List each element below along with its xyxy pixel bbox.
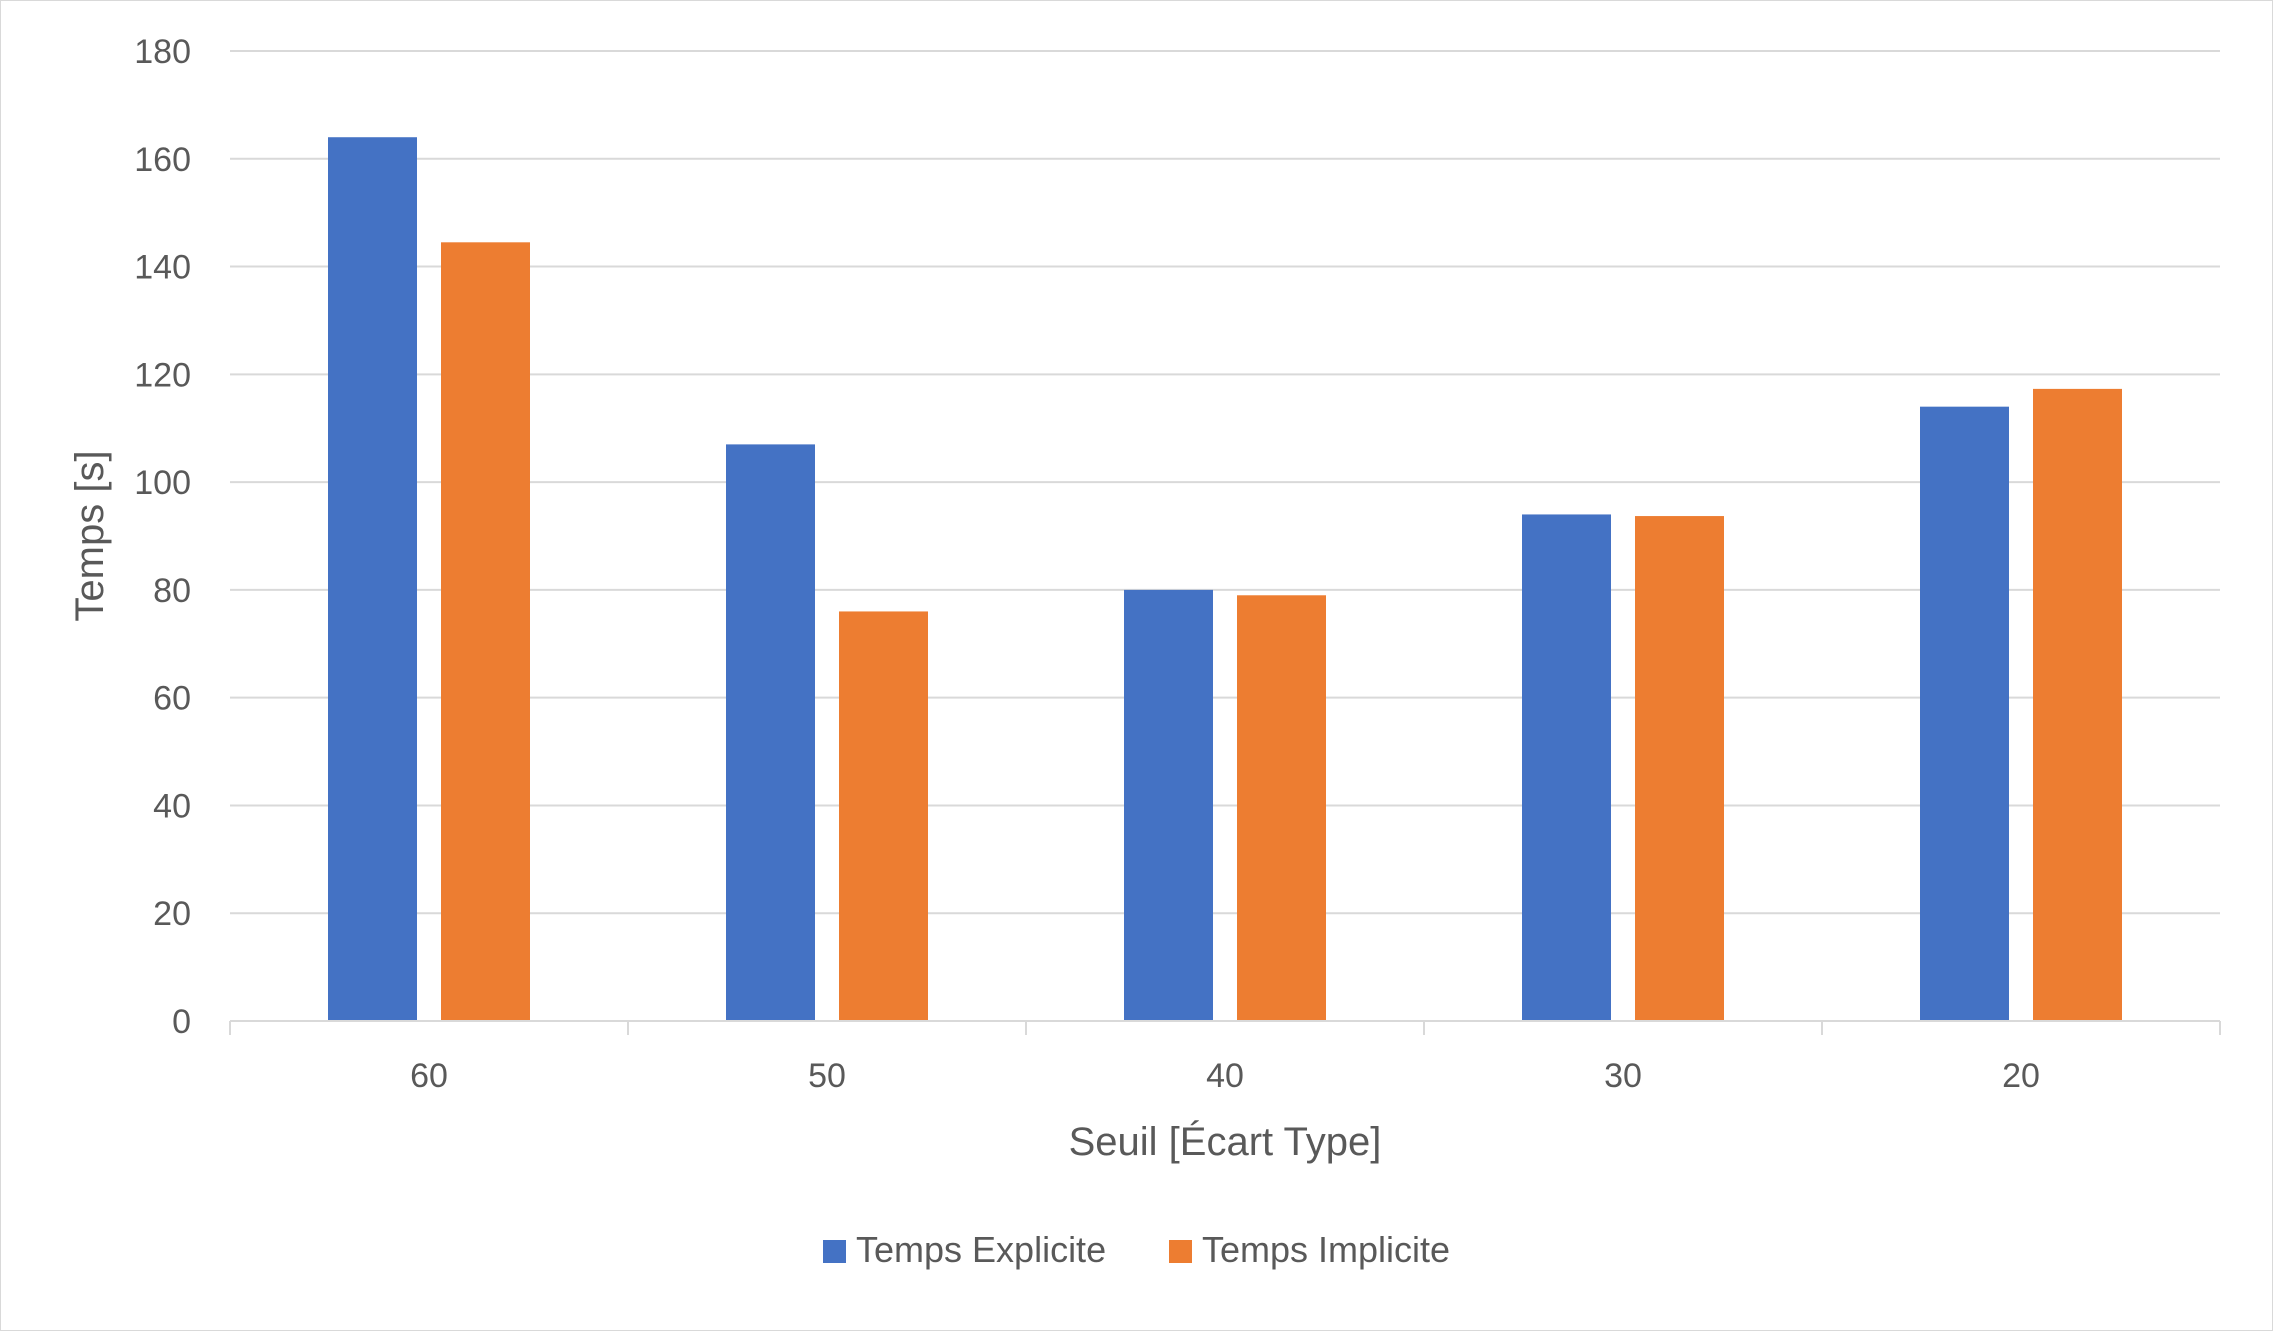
y-tick-label: 80 [153, 572, 191, 610]
y-tick-label: 100 [134, 464, 191, 502]
x-axis-title: Seuil [Écart Type] [1069, 1119, 1382, 1164]
bar [441, 242, 530, 1022]
legend-label: Temps Explicite [856, 1229, 1106, 1270]
bar [1124, 589, 1213, 1021]
y-tick-label: 40 [153, 787, 191, 825]
y-axis-ticks: 0 20 40 60 80 100 120 140 160 180 [134, 33, 191, 1041]
bar [726, 444, 815, 1021]
y-tick-label: 60 [153, 680, 191, 718]
bar [1635, 516, 1724, 1021]
y-tick-label: 160 [134, 141, 191, 179]
bars [328, 137, 2122, 1022]
gridlines [230, 50, 2220, 915]
bar [1522, 514, 1611, 1021]
bar [328, 137, 417, 1021]
x-tick-label: 30 [1604, 1057, 1642, 1095]
bar [2033, 388, 2122, 1022]
y-tick-label: 120 [134, 356, 191, 394]
legend-swatch [823, 1240, 846, 1263]
y-axis-title: Temps [s] [68, 450, 112, 621]
legend: Temps Explicite Temps Implicite [823, 1229, 1450, 1270]
x-tick-label: 50 [808, 1057, 846, 1095]
bar [1237, 595, 1326, 1021]
bar [1920, 406, 2009, 1022]
y-tick-label: 180 [134, 33, 191, 71]
x-tick-label: 20 [2002, 1057, 2040, 1095]
y-tick-label: 20 [153, 895, 191, 933]
y-tick-label: 0 [172, 1003, 191, 1041]
x-axis: 60 50 40 30 20 [229, 1020, 2221, 1095]
x-tick-label: 40 [1206, 1057, 1244, 1095]
bar [839, 611, 928, 1021]
x-tick-label: 60 [410, 1057, 448, 1095]
y-tick-label: 140 [134, 249, 191, 287]
legend-label: Temps Implicite [1202, 1229, 1450, 1270]
legend-swatch [1169, 1240, 1192, 1263]
